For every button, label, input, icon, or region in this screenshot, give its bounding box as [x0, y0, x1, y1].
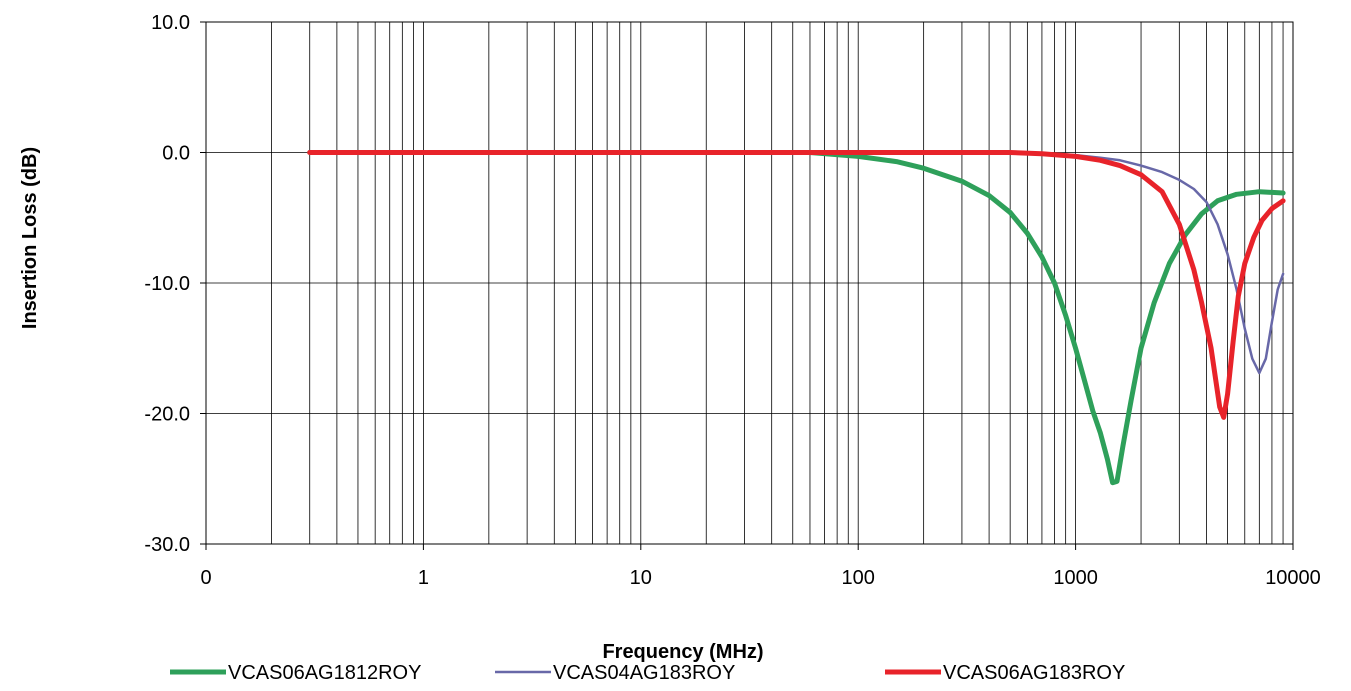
x-tick-label: 10000 [1265, 567, 1321, 589]
legend-label: VCAS06AG183ROY [943, 662, 1125, 684]
legend: VCAS06AG1812ROY VCAS04AG183ROY VCAS06AG183… [170, 662, 1125, 684]
x-axis-tick-labels: 0 1 10 100 1000 10000 [200, 567, 1320, 589]
y-axis-title: Insertion Loss (dB) [19, 147, 41, 329]
series-lines [307, 150, 1286, 486]
x-tick-label: 0 [200, 567, 211, 589]
x-axis-title: Frequency (MHz) [602, 641, 763, 663]
y-tick-label: -10.0 [144, 273, 190, 295]
horizontal-gridlines [206, 21, 1293, 545]
x-tick-label: 1 [418, 567, 429, 589]
y-tick-label: -20.0 [144, 404, 190, 426]
x-tick-label: 100 [842, 567, 875, 589]
series-line [307, 150, 1286, 486]
x-tick-label: 10 [630, 567, 652, 589]
y-tick-label: 10.0 [151, 12, 190, 34]
series-line [307, 150, 1286, 420]
series-line [308, 151, 1285, 375]
y-tick-label: -30.0 [144, 534, 190, 556]
y-axis-tick-labels: 10.0 0.0 -10.0 -20.0 -30.0 [144, 12, 190, 556]
legend-label: VCAS06AG1812ROY [228, 662, 421, 684]
x-tick-label: 1000 [1053, 567, 1098, 589]
legend-label: VCAS04AG183ROY [553, 662, 735, 684]
y-tick-label: 0.0 [162, 143, 190, 165]
axis-ticks [200, 21, 1294, 550]
